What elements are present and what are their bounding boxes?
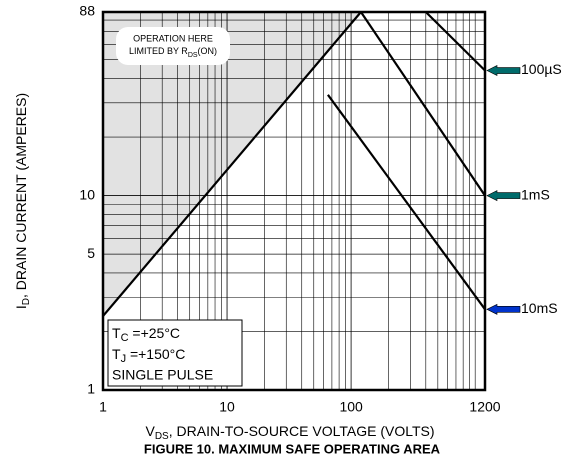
legend-arrow (486, 190, 521, 202)
y-axis-label: ID, DRAIN CURRENT (AMPERES) (13, 93, 32, 309)
rds-limit-line (102, 11, 362, 317)
legend-label: 100µS (521, 61, 562, 77)
annotation-text: LIMITED BY R (129, 46, 188, 56)
legend-arrow (486, 65, 521, 77)
y-label-rest: , DRAIN CURRENT (AMPERES) (13, 93, 29, 298)
x-tick-label: 1 (99, 399, 107, 415)
y-tick-label: 1 (87, 381, 95, 397)
annotation-end: (ON) (198, 46, 218, 56)
annotation-line2: LIMITED BY RDS(ON) (129, 46, 217, 58)
condition-tj: TJ =+150°C (112, 346, 185, 365)
tc-main: T (112, 325, 121, 341)
condition-pulse: SINGLE PULSE (112, 367, 213, 383)
x-axis-label: VDS, DRAIN-TO-SOURCE VOLTAGE (VOLTS) (145, 423, 434, 442)
soa-line (360, 11, 486, 197)
x-label-rest: , DRAIN-TO-SOURCE VOLTAGE (VOLTS) (169, 423, 435, 439)
y-label-main: I (13, 305, 29, 309)
legend-label: 10mS (521, 300, 558, 316)
tc-rest: =+25°C (129, 325, 181, 341)
tj-rest: =+150°C (126, 346, 185, 362)
legend-arrow (486, 303, 521, 315)
plot-frame (101, 10, 487, 392)
tj-main: T (112, 346, 121, 362)
tj-sub: J (121, 353, 127, 365)
x-label-sub: DS (155, 431, 169, 442)
x-tick-label: 10 (219, 399, 235, 415)
legend-label: 1mS (521, 186, 550, 202)
condition-tc: TC =+25°C (112, 325, 180, 344)
y-tick-label: 88 (79, 3, 95, 19)
x-tick-label: 1200 (469, 399, 500, 415)
soa-line (327, 94, 486, 310)
annotation-sub: DS (188, 52, 198, 59)
x-tick-label: 100 (339, 399, 363, 415)
annotation-box (116, 27, 230, 65)
tc-sub: C (121, 332, 129, 344)
chart-title: FIGURE 10. MAXIMUM SAFE OPERATING AREA (144, 441, 441, 455)
annotation-line1: OPERATION HERE (133, 33, 213, 43)
y-tick-label: 10 (79, 186, 95, 202)
soa-line (425, 11, 486, 72)
conditions-box (107, 319, 243, 387)
y-tick-label: 5 (87, 245, 95, 261)
y-label-sub: D (21, 298, 32, 305)
x-label-main: V (145, 423, 155, 439)
